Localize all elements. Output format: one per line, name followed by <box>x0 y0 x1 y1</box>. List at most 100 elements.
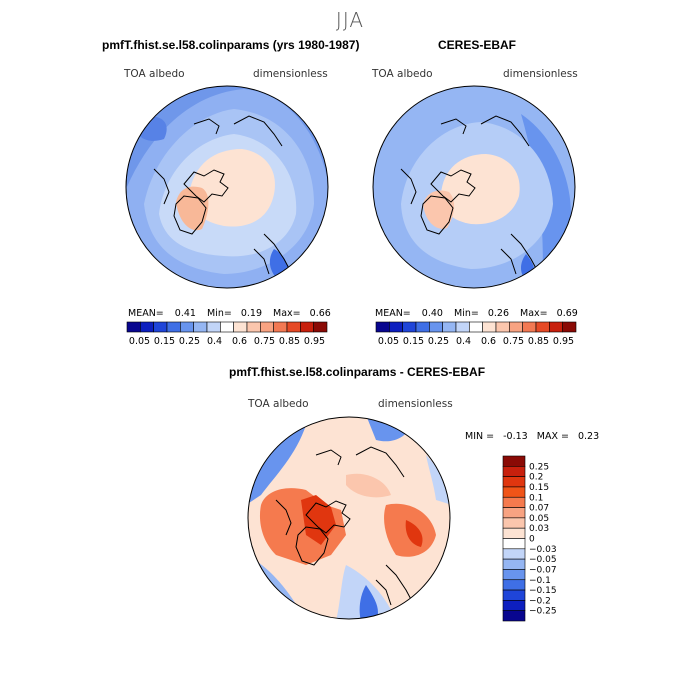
diff-colorbar-tick-label: 0.07 <box>529 504 549 514</box>
panel2-colorbar-swatch <box>495 321 510 333</box>
panel1-colorbar-tick-label: 0.85 <box>279 336 300 347</box>
panel2-colorbar-tick-label: 0.85 <box>528 336 549 347</box>
diff-min-label: MIN = <box>465 431 495 442</box>
diff-max-value: 0.23 <box>577 431 600 442</box>
diff-colorbar-tick-label: −0.1 <box>529 576 551 586</box>
diff-colorbar-swatch <box>502 486 526 498</box>
panel2-max-label: Max= <box>520 308 548 319</box>
panel1-min-value: 0.19 <box>240 308 262 319</box>
panel2-colorbar-swatch <box>522 321 537 333</box>
diff-colorbar-tick-label: 0.25 <box>529 462 549 472</box>
panel1-min-label: Min= <box>206 308 232 319</box>
diff-colorbar-swatch <box>502 538 526 550</box>
diff-colorbar-tick-label: 0.1 <box>529 493 543 503</box>
diff-colorbar-tick-label: 0.15 <box>529 483 549 493</box>
diff-colorbar-swatch <box>502 527 526 539</box>
diff-units-label: dimensionless <box>378 398 453 410</box>
panel1-colorbar-swatch <box>206 321 221 333</box>
panel1-colorbar-swatch <box>273 321 288 333</box>
diff-colorbar-tick-label: −0.15 <box>529 586 557 596</box>
panel1-colorbar-tick-label: 0.25 <box>179 336 200 347</box>
diff-colorbar-swatch <box>502 569 526 581</box>
panel2-units-label: dimensionless <box>503 68 578 80</box>
panel1-mean-label: MEAN= <box>128 308 164 319</box>
panel1-colorbar-swatch <box>140 321 154 333</box>
diff-colorbar-swatch <box>502 455 526 467</box>
panel2-mean-label: MEAN= <box>375 308 411 319</box>
panel2-colorbar-swatch <box>535 321 550 333</box>
diff-variable-label: TOA albedo <box>248 398 309 410</box>
panel1-colorbar-swatch <box>260 321 274 333</box>
panel1-colorbar-swatch <box>233 321 248 333</box>
diff-colorbar-swatch <box>502 496 526 508</box>
panel2-mean-value: 0.40 <box>421 308 443 319</box>
diff-colorbar-tick-label: −0.03 <box>529 545 557 555</box>
panel1-colorbar-swatch <box>126 321 141 333</box>
diff-min-value: -0.13 <box>503 431 528 442</box>
panel1-units-label: dimensionless <box>253 68 328 80</box>
panel1-colorbar-swatch <box>166 321 181 333</box>
diff-max-label: MAX = <box>536 431 569 442</box>
panel1-colorbar-swatch <box>286 321 301 333</box>
panel1-colorbar: 0.05 0.15 0.25 0.4 0.6 0.75 0.85 0.95 <box>126 321 328 347</box>
panel1-colorbar-tick-label: 0.6 <box>232 336 247 347</box>
panel2-variable-label: TOA albedo <box>372 68 433 80</box>
panel1-max-value: 0.66 <box>309 308 331 319</box>
panel2-colorbar-swatch <box>455 321 470 333</box>
panel1-polar-map <box>125 85 329 289</box>
panel2-min-label: Min= <box>453 308 479 319</box>
panel1-mean-value: 0.41 <box>174 308 196 319</box>
panel1-colorbar-swatch <box>153 321 168 333</box>
panel2-colorbar-swatch <box>415 321 430 333</box>
panel2-colorbar-swatch <box>429 321 443 333</box>
panel2-colorbar-swatch <box>482 321 497 333</box>
diff-colorbar-swatch <box>502 466 526 477</box>
panel2-colorbar-swatch <box>562 321 577 333</box>
diff-colorbar-swatch <box>502 579 526 591</box>
diff-colorbar-swatch <box>502 517 526 529</box>
diff-colorbar: 0.250.20.150.10.070.050.030−0.03−0.05−0.… <box>502 455 557 622</box>
diff-colorbar-swatch <box>502 476 526 488</box>
panel1-colorbar-tick-label: 0.75 <box>254 336 275 347</box>
panel2-colorbar-swatch <box>469 321 483 333</box>
panel2-colorbar-swatch <box>509 321 523 333</box>
panel1-colorbar-swatch <box>246 321 261 333</box>
diff-title: pmfT.fhist.se.l58.colinparams - CERES-EB… <box>229 365 486 379</box>
panel1-colorbar-swatch <box>313 321 328 333</box>
panel1-colorbar-swatch <box>180 321 194 333</box>
panel2-min-value: 0.26 <box>487 308 509 319</box>
panel2-colorbar: 0.05 0.15 0.25 0.4 0.6 0.75 0.85 0.95 <box>375 321 577 347</box>
diff-colorbar-swatch <box>502 589 526 601</box>
panel2-colorbar-tick-label: 0.05 <box>378 336 399 347</box>
diff-colorbar-tick-label: −0.05 <box>529 555 557 565</box>
diff-colorbar-swatch <box>502 600 526 611</box>
diff-colorbar-swatch <box>502 507 526 519</box>
panel2-colorbar-tick-label: 0.25 <box>428 336 449 347</box>
panel2-polar-map <box>372 85 576 289</box>
panel1-colorbar-tick-label: 0.4 <box>207 336 222 347</box>
diff-colorbar-tick-label: 0.05 <box>529 514 549 524</box>
panel1-colorbar-swatch <box>300 321 314 333</box>
panel1-colorbar-swatch <box>193 321 208 333</box>
panel2-colorbar-swatch <box>389 321 403 333</box>
diff-colorbar-tick-label: 0.2 <box>529 473 543 483</box>
diff-colorbar-tick-label: 0.03 <box>529 524 549 534</box>
panel1-title: pmfT.fhist.se.l58.colinparams (yrs 1980-… <box>102 38 360 52</box>
diff-colorbar-tick-label: −0.25 <box>529 607 557 617</box>
diff-colorbar-swatch <box>502 548 526 560</box>
panel1-colorbar-tick-label: 0.15 <box>154 336 175 347</box>
panel2-title: CERES-EBAF <box>438 38 517 52</box>
diff-colorbar-swatch <box>502 610 526 622</box>
panel1-colorbar-tick-label: 0.05 <box>129 336 150 347</box>
diff-polar-map <box>247 416 451 620</box>
panel2-colorbar-tick-label: 0.75 <box>503 336 524 347</box>
panel2-colorbar-swatch <box>549 321 563 333</box>
panel2-colorbar-swatch <box>402 321 417 333</box>
panel2-colorbar-swatch <box>375 321 390 333</box>
diff-colorbar-tick-label: −0.07 <box>529 565 557 575</box>
panel1-variable-label: TOA albedo <box>124 68 185 80</box>
diff-colorbar-tick-label: 0 <box>529 535 535 545</box>
figure-title: JJA <box>335 8 365 32</box>
panel2-colorbar-tick-label: 0.95 <box>553 336 574 347</box>
panel1-colorbar-swatch <box>220 321 234 333</box>
